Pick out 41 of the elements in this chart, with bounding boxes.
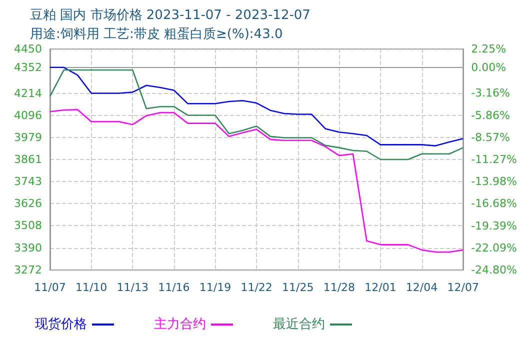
legend-label: 现货价格 (35, 317, 87, 332)
x-tick-label: 11/22 (240, 281, 272, 294)
y2-tick-label: -11.27% (471, 152, 518, 166)
y2-tick-label: -5.86% (471, 108, 510, 122)
y2-tick-label: 2.25% (471, 42, 506, 56)
y2-tick-label: -24.80% (471, 264, 518, 276)
x-tick-label: 11/25 (282, 281, 314, 294)
x-tick-label: 12/04 (406, 281, 438, 294)
y-tick-label: 3272 (14, 264, 42, 276)
line-series (49, 66, 464, 146)
x-tick-label: 12/01 (364, 281, 396, 294)
x-tick-label: 11/19 (199, 281, 232, 294)
chart-title: 豆粕 国内 市场价格 2023-11-07 - 2023-12-07 (30, 8, 310, 23)
y2-tick-label: -16.68% (471, 197, 518, 210)
chart-subtitle: 用途:饲料用 工艺:带皮 粗蛋白质≥(%):43.0 (30, 27, 283, 42)
y-tick-label: 4214 (14, 86, 42, 100)
y2-tick-label: -19.39% (471, 219, 518, 232)
y-tick-label: 3626 (14, 197, 42, 210)
y-tick-label: 3979 (14, 130, 42, 144)
y-tick-label: 3508 (14, 219, 42, 232)
y-tick-label: 3390 (14, 241, 42, 254)
x-tick-label: 11/13 (116, 281, 148, 294)
y-tick-label: 4450 (14, 42, 42, 56)
x-tick-label: 11/10 (75, 281, 108, 294)
y-tick-label: 4096 (14, 108, 42, 122)
y2-tick-label: 0.00% (471, 60, 506, 74)
y-tick-label: 4352 (14, 60, 42, 74)
y2-tick-label: -8.57% (471, 130, 510, 144)
y-tick-label: 3743 (14, 175, 42, 188)
y2-tick-label: -3.16% (471, 86, 510, 100)
x-tick-label: 12/07 (447, 281, 479, 294)
line-series (49, 69, 464, 160)
y-tick-label: 3861 (14, 153, 42, 166)
y2-tick-label: -22.09% (471, 241, 518, 254)
x-tick-label: 11/28 (323, 281, 356, 294)
line-series (49, 108, 464, 253)
y2-tick-label: -13.98% (471, 175, 518, 188)
x-tick-label: 11/16 (158, 281, 190, 294)
x-tick-label: 11/07 (34, 281, 66, 294)
legend-label: 最近合约 (273, 317, 325, 332)
legend-label: 主力合约 (154, 316, 206, 332)
